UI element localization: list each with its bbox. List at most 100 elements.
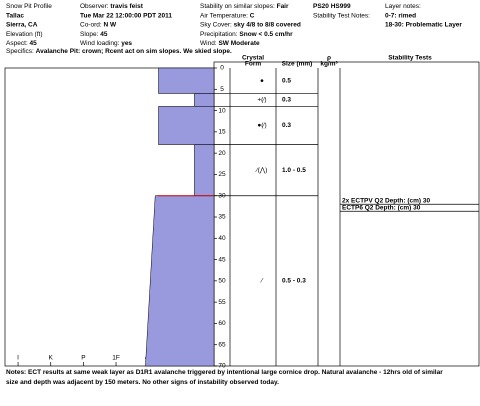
header-field: Observer: travis feist bbox=[80, 3, 144, 10]
field-value: yes bbox=[121, 40, 132, 47]
hardness-bar bbox=[158, 67, 215, 94]
header-field: Tallac bbox=[6, 12, 24, 19]
column-heading: ρ bbox=[327, 55, 331, 62]
y-tick-label: 60 bbox=[218, 320, 226, 327]
hardness-bar bbox=[145, 195, 215, 367]
field-label: Precipitation: bbox=[200, 31, 238, 38]
field-label: Elevation (ft) bbox=[6, 31, 43, 38]
y-tick-label: 40 bbox=[218, 235, 226, 242]
stability-test: ECTP6 Q2 Depth: (cm) 30 bbox=[342, 204, 421, 211]
field-label: Sky Cover: bbox=[200, 21, 232, 28]
y-tick-label: 10 bbox=[218, 107, 226, 114]
header-field: Stability Test Notes: bbox=[313, 12, 370, 19]
header-field: Slope: 45 bbox=[80, 31, 108, 38]
y-tick-label: 5 bbox=[220, 86, 224, 93]
field-value: Sierra, CA bbox=[6, 21, 38, 28]
header-field: Aspect: 45 bbox=[6, 40, 37, 47]
field-value: Avalanche Pit: crown; Rcent act on sim s… bbox=[36, 48, 232, 55]
header-field: 18-30: Problematic Layer bbox=[385, 21, 462, 28]
header-field: PS20 HS999 bbox=[313, 3, 351, 10]
x-tick-label: P bbox=[81, 355, 85, 362]
field-value: travis feist bbox=[110, 3, 143, 10]
field-value: C bbox=[250, 12, 255, 19]
crystal-size: 0.5 bbox=[282, 77, 291, 84]
field-value: 45 bbox=[30, 40, 38, 47]
crystal-form: ●(⁄) bbox=[257, 122, 266, 129]
field-value: 18-30: Problematic Layer bbox=[385, 21, 462, 28]
y-tick-label: 0 bbox=[220, 65, 224, 72]
y-tick-label: 25 bbox=[218, 171, 226, 178]
y-tick-label: 35 bbox=[218, 214, 226, 221]
table-frame bbox=[213, 61, 480, 367]
y-tick-label: 65 bbox=[218, 341, 226, 348]
header-field: Co-ord: N W bbox=[80, 21, 117, 28]
header-field: Snow Pit Profile bbox=[6, 3, 52, 10]
y-tick-label: 45 bbox=[218, 256, 226, 263]
y-tick-label: 50 bbox=[218, 278, 226, 285]
x-tick-label: 1F bbox=[112, 355, 120, 362]
y-tick-label: 20 bbox=[218, 150, 226, 157]
field-value: Snow < 0.5 cm/hr bbox=[239, 31, 293, 38]
header-field: Sky Cover: sky 4/8 to 8/8 covered bbox=[200, 21, 301, 28]
stability-test: 2x ECTPV Q2 Depth: (cm) 30 bbox=[342, 197, 431, 204]
notes: Notes: ECT results at same weak layer as… bbox=[6, 368, 446, 388]
field-value: SW Moderate bbox=[218, 40, 260, 47]
column-heading: Crystal bbox=[242, 55, 264, 62]
column-heading: Form bbox=[245, 61, 261, 68]
field-value: 45 bbox=[100, 31, 108, 38]
x-tick-label: K bbox=[49, 355, 54, 362]
hardness-bar bbox=[194, 144, 215, 196]
field-value: PS20 HS999 bbox=[313, 3, 351, 10]
header-field: Elevation (ft) bbox=[6, 31, 43, 38]
header-field: Layer notes: bbox=[385, 3, 421, 10]
field-label: Air Temperature: bbox=[200, 12, 248, 19]
specifics: Specifics: Avalanche Pit: crown; Rcent a… bbox=[6, 48, 232, 55]
y-tick-label: 15 bbox=[218, 129, 226, 136]
field-value: Tallac bbox=[6, 12, 24, 19]
hardness-bar bbox=[194, 93, 215, 107]
field-value: Tue Mar 22 12:00:00 PDT 2011 bbox=[80, 12, 172, 19]
notes-label: Notes: bbox=[6, 369, 27, 376]
crystal-form: ⁄ bbox=[259, 278, 263, 285]
y-tick-label: 55 bbox=[218, 299, 226, 306]
crystal-size: 1.0 - 0.5 bbox=[282, 167, 306, 174]
field-label: Wind loading: bbox=[80, 40, 120, 47]
field-label: Stability Test Notes: bbox=[313, 12, 370, 19]
field-label: Observer: bbox=[80, 3, 109, 10]
x-tick-label: I bbox=[17, 355, 19, 362]
crystal-size: 0.3 bbox=[282, 122, 291, 129]
field-label: Stability on similar slopes: bbox=[200, 3, 275, 10]
field-label: Snow Pit Profile bbox=[6, 3, 52, 10]
field-label: Wind: bbox=[200, 40, 217, 47]
hardness-bar bbox=[158, 106, 215, 145]
header-field: Wind loading: yes bbox=[80, 40, 132, 47]
y-tick-label: 70 bbox=[218, 363, 226, 370]
field-label: Specifics: bbox=[6, 48, 34, 55]
field-label: Aspect: bbox=[6, 40, 28, 47]
header-field: Wind: SW Moderate bbox=[200, 40, 260, 47]
column-heading: kg/m³ bbox=[320, 61, 338, 68]
header-field: Stability on similar slopes: Fair bbox=[200, 3, 289, 10]
field-value: N W bbox=[104, 21, 118, 28]
crystal-size: 0.5 - 0.3 bbox=[282, 278, 306, 285]
header-field: 0-7: rimed bbox=[385, 12, 416, 19]
field-label: Co-ord: bbox=[80, 21, 102, 28]
column-heading: Size (mm) bbox=[282, 61, 313, 68]
header-field: Air Temperature: C bbox=[200, 12, 255, 19]
header-field: Sierra, CA bbox=[6, 21, 38, 28]
header-field: Tue Mar 22 12:00:00 PDT 2011 bbox=[80, 12, 172, 19]
crystal-form: +(⁄) bbox=[257, 97, 266, 104]
field-value: Fair bbox=[277, 3, 289, 10]
crystal-form: ● bbox=[260, 77, 264, 84]
header-field: Precipitation: Snow < 0.5 cm/hr bbox=[200, 31, 293, 38]
field-label: Layer notes: bbox=[385, 3, 421, 10]
field-label: Slope: bbox=[80, 31, 99, 38]
field-value: 0-7: rimed bbox=[385, 12, 416, 19]
column-heading: Stability Tests bbox=[388, 55, 432, 62]
field-value: sky 4/8 to 8/8 covered bbox=[234, 21, 301, 28]
crystal-size: 0.3 bbox=[282, 97, 291, 104]
crystal-form: ⁄(⋀) bbox=[255, 166, 268, 174]
